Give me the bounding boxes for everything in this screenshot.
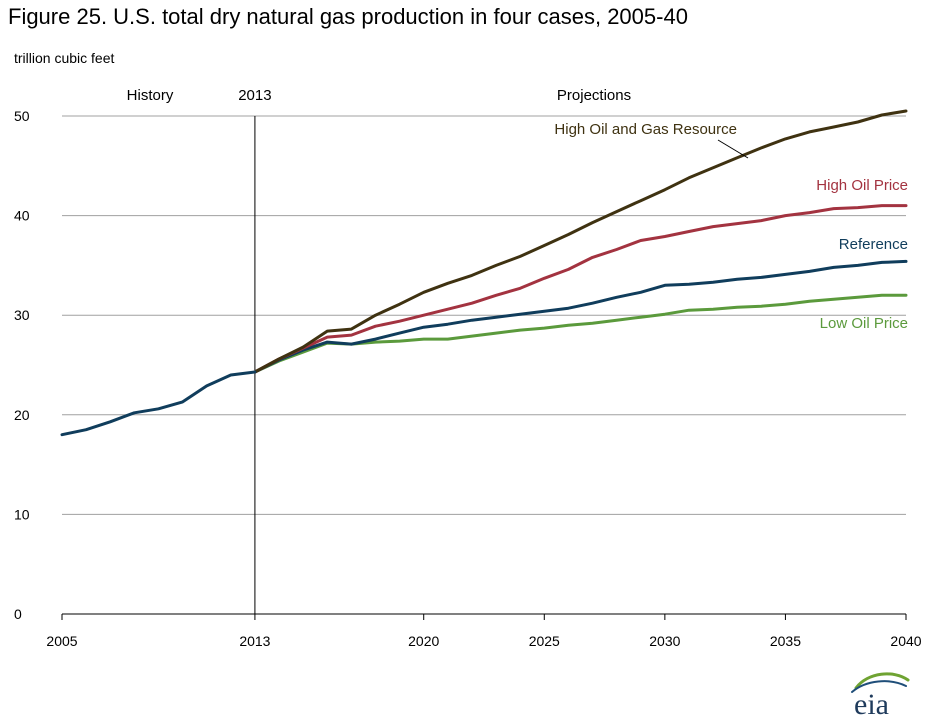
x-tick-label-2020: 2020 [408, 633, 439, 649]
projections-label: Projections [557, 87, 631, 104]
x-tick-label-2005: 2005 [46, 633, 77, 649]
series-line-high-oil-price [253, 204, 908, 374]
x-axis [61, 613, 907, 620]
eia-logo-swoosh-icon [854, 672, 910, 690]
y-tick-label-20: 20 [14, 407, 30, 423]
y-tick-label-30: 30 [14, 307, 30, 323]
series-labels: High Oil and Gas Resource High Oil Price R… [554, 121, 908, 332]
y-tick-label-50: 50 [14, 108, 30, 124]
eia-logo: eia [846, 668, 916, 718]
divider-year-label: 2013 [238, 87, 271, 104]
x-tick-label-2040: 2040 [890, 633, 921, 649]
x-tick-label-2035: 2035 [770, 633, 801, 649]
series-lines [60, 109, 908, 437]
series-line-high-oil-and-gas-resource [253, 109, 908, 374]
history-label: History [127, 87, 174, 104]
series-label-high-oil-and-gas-resource: High Oil and Gas Resource [554, 121, 737, 138]
series-line-reference [253, 259, 908, 374]
y-tick-label-10: 10 [14, 506, 30, 522]
label-leader-lines [717, 139, 749, 159]
series-label-reference: Reference [839, 236, 908, 253]
annotations: History 2013 Projections [127, 87, 631, 104]
x-tick-label-2025: 2025 [529, 633, 560, 649]
y-axis-tick-labels: 0 10 20 30 40 50 [14, 108, 30, 622]
y-tick-label-0: 0 [14, 606, 22, 622]
eia-logo-arc-icon [851, 680, 907, 693]
series-line-history [60, 370, 257, 437]
y-tick-label-40: 40 [14, 208, 30, 224]
x-axis-tick-labels: 2005 2013 2020 2025 2030 2035 2040 [46, 633, 921, 649]
unit-label: trillion cubic feet [14, 50, 115, 66]
x-tick-label-2030: 2030 [649, 633, 680, 649]
x-tick-label-2013: 2013 [239, 633, 270, 649]
figure-title: Figure 25. U.S. total dry natural gas pr… [8, 4, 688, 29]
grid-lines [62, 115, 906, 515]
series-label-high-oil-price: High Oil Price [816, 177, 908, 194]
high-resource-leader-line [717, 139, 749, 159]
eia-logo-text: eia [854, 688, 889, 718]
series-label-low-oil-price: Low Oil Price [820, 315, 908, 332]
